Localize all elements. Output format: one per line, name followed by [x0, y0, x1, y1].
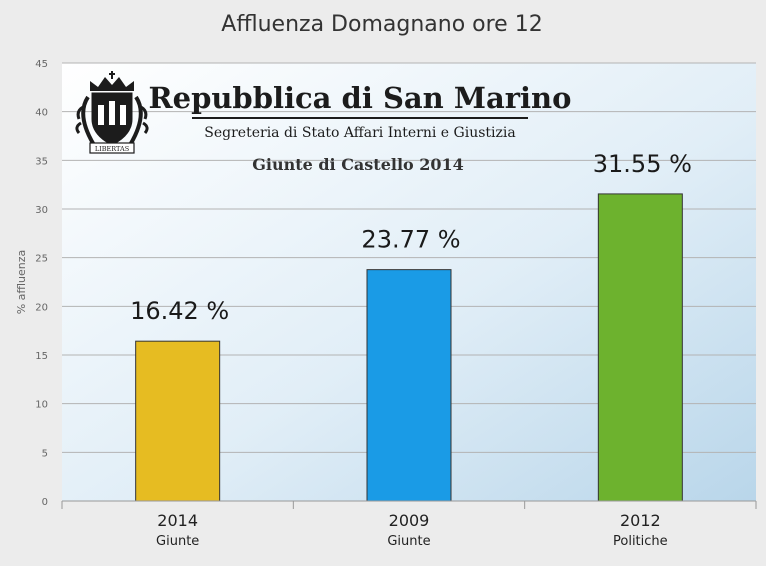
- y-axis-label: % affluenza: [15, 250, 28, 315]
- y-tick-label: 10: [35, 400, 48, 411]
- banner-event: Giunte di Castello 2014: [252, 155, 464, 174]
- y-tick-label: 30: [35, 205, 48, 216]
- y-tick-label: 25: [35, 254, 48, 265]
- banner-title: Repubblica di San Marino: [149, 81, 572, 115]
- y-tick-label: 40: [35, 108, 48, 119]
- chart-title: Affluenza Domagnano ore 12: [221, 12, 542, 37]
- bar-layer: [135, 193, 683, 502]
- x-tick-label: 2014: [157, 511, 198, 530]
- bar-2014[interactable]: [135, 340, 221, 502]
- bar-2009[interactable]: [366, 269, 452, 502]
- banner: LIBERTAS Repubblica di San Marino Segret…: [75, 71, 572, 174]
- x-tick-label: 2012: [620, 511, 661, 530]
- bar-2012[interactable]: [597, 193, 683, 502]
- data-label: 23.77 %: [361, 226, 460, 254]
- y-tick-label: 5: [42, 448, 48, 459]
- x-tick-sublabel: Giunte: [156, 534, 199, 549]
- banner-subtitle: Segreteria di Stato Affari Interni e Giu…: [204, 125, 515, 141]
- x-axis: 2014 Giunte 2009 Giunte 2012 Politiche: [61, 500, 757, 549]
- data-label: 31.55 %: [593, 150, 692, 178]
- y-axis-ticks: 0 5 10 15 20 25 30 35 40 45: [35, 59, 48, 508]
- y-tick-label: 35: [35, 156, 48, 167]
- x-tick-sublabel: Giunte: [387, 534, 430, 549]
- seal-text: LIBERTAS: [95, 145, 129, 153]
- x-tick-label: 2009: [389, 511, 430, 530]
- data-label-layer: 16.42 % 23.77 % 31.55 %: [130, 150, 692, 325]
- y-tick-label: 20: [35, 302, 48, 313]
- data-label: 16.42 %: [130, 297, 229, 325]
- y-tick-label: 15: [35, 351, 48, 362]
- san-marino-seal-icon: LIBERTAS: [75, 71, 149, 154]
- x-tick-sublabel: Politiche: [613, 534, 668, 549]
- y-tick-label: 0: [42, 497, 48, 508]
- y-tick-label: 45: [35, 59, 48, 70]
